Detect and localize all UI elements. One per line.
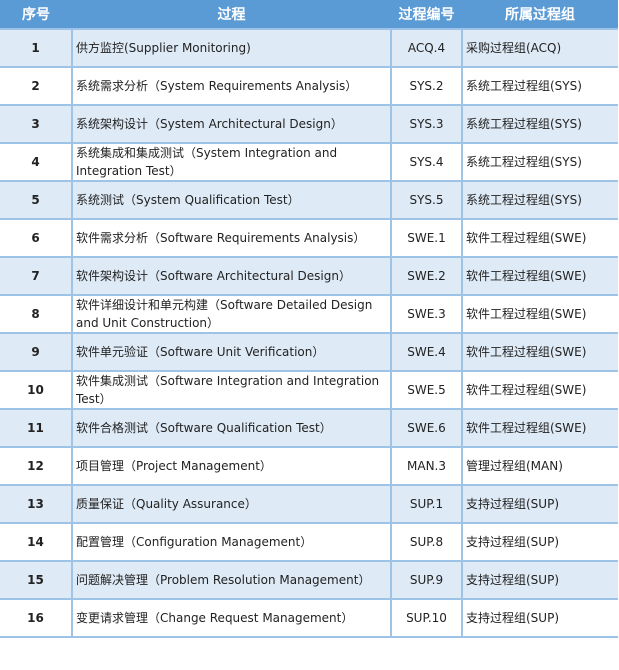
process-name: 项目管理（Project Management） [71,446,392,486]
process-code: SYS.3 [390,104,463,144]
process-group: 软件工程过程组(SWE) [461,408,618,448]
table-row: 2 系统需求分析（System Requirements Analysis） SYS… [0,66,618,106]
process-code: MAN.3 [390,446,463,486]
process-group: 系统工程过程组(SYS) [461,142,618,182]
process-code: SWE.4 [390,332,463,372]
process-name: 供方监控(Supplier Monitoring) [71,28,392,68]
process-name: 系统测试（System Qualification Test） [71,180,392,220]
process-name: 系统需求分析（System Requirements Analysis） [71,66,392,106]
process-table: 序号 过程 过程编号 所属过程组 1 供方监控(Supplier Monitori… [0,0,618,638]
process-name: 变更请求管理（Change Request Management） [71,598,392,638]
row-number: 4 [0,142,73,182]
process-code: SWE.5 [390,370,463,410]
process-group: 软件工程过程组(SWE) [461,256,618,296]
table-row: 7 软件架构设计（Software Architectural Design） SW… [0,256,618,296]
process-name: 软件详细设计和单元构建（Software Detailed Design and… [71,294,392,334]
process-code: SWE.3 [390,294,463,334]
header-row: 序号 过程 过程编号 所属过程组 [0,0,618,29]
process-name: 配置管理（Configuration Management） [71,522,392,562]
process-code: SUP.10 [390,598,463,638]
process-code: SWE.1 [390,218,463,258]
header-process: 过程 [72,0,391,29]
process-name: 软件需求分析（Software Requirements Analysis） [71,218,392,258]
process-code: SUP.1 [390,484,463,524]
process-code: SYS.5 [390,180,463,220]
process-name: 软件单元验证（Software Unit Verification） [71,332,392,372]
table-row: 14 配置管理（Configuration Management） SUP.8 支持过… [0,522,618,562]
process-code: SWE.2 [390,256,463,296]
process-name: 问题解决管理（Problem Resolution Management） [71,560,392,600]
process-code: SWE.6 [390,408,463,448]
process-name: 系统架构设计（System Architectural Design） [71,104,392,144]
row-number: 11 [0,408,73,448]
table-row: 6 软件需求分析（Software Requirements Analysis） S… [0,218,618,258]
row-number: 9 [0,332,73,372]
process-name: 质量保证（Quality Assurance） [71,484,392,524]
row-number: 2 [0,66,73,106]
process-name: 软件集成测试（Software Integration and Integrat… [71,370,392,410]
process-group: 支持过程组(SUP) [461,484,618,524]
row-number: 6 [0,218,73,258]
table-row: 12 项目管理（Project Management） MAN.3 管理过程组(MAN… [0,446,618,486]
row-number: 15 [0,560,73,600]
header-no: 序号 [0,0,72,29]
table-row: 13 质量保证（Quality Assurance） SUP.1 支持过程组(SUP) [0,484,618,524]
process-code: SUP.8 [390,522,463,562]
process-group: 采购过程组(ACQ) [461,28,618,68]
row-number: 8 [0,294,73,334]
process-code: SYS.2 [390,66,463,106]
process-group: 支持过程组(SUP) [461,522,618,562]
table-row: 15 问题解决管理（Problem Resolution Management） S… [0,560,618,600]
table-row: 1 供方监控(Supplier Monitoring) ACQ.4 采购过程组(ACQ… [0,28,618,68]
row-number: 12 [0,446,73,486]
process-name: 软件合格测试（Software Qualification Test） [71,408,392,448]
header-code: 过程编号 [391,0,462,29]
process-group: 管理过程组(MAN) [461,446,618,486]
table-row: 10 软件集成测试（Software Integration and Integr… [0,370,618,410]
table-row: 11 软件合格测试（Software Qualification Test） SWE… [0,408,618,448]
process-group: 支持过程组(SUP) [461,560,618,600]
process-name: 系统集成和集成测试（System Integration and Integra… [71,142,392,182]
process-group: 软件工程过程组(SWE) [461,218,618,258]
row-number: 14 [0,522,73,562]
header-group: 所属过程组 [462,0,618,29]
process-code: SYS.4 [390,142,463,182]
table-row: 8 软件详细设计和单元构建（Software Detailed Design an… [0,294,618,334]
process-name: 软件架构设计（Software Architectural Design） [71,256,392,296]
process-group: 软件工程过程组(SWE) [461,370,618,410]
table-row: 3 系统架构设计（System Architectural Design） SYS.… [0,104,618,144]
process-group: 系统工程过程组(SYS) [461,180,618,220]
row-number: 7 [0,256,73,296]
process-group: 软件工程过程组(SWE) [461,294,618,334]
row-number: 3 [0,104,73,144]
process-group: 支持过程组(SUP) [461,598,618,638]
row-number: 10 [0,370,73,410]
table-row: 16 变更请求管理（Change Request Management） SUP.1… [0,598,618,638]
process-code: ACQ.4 [390,28,463,68]
row-number: 13 [0,484,73,524]
row-number: 16 [0,598,73,638]
process-code: SUP.9 [390,560,463,600]
process-group: 系统工程过程组(SYS) [461,104,618,144]
table-row: 9 软件单元验证（Software Unit Verification） SWE.4… [0,332,618,372]
table-row: 5 系统测试（System Qualification Test） SYS.5 系统工… [0,180,618,220]
process-group: 软件工程过程组(SWE) [461,332,618,372]
row-number: 5 [0,180,73,220]
table-row: 4 系统集成和集成测试（System Integration and Integr… [0,142,618,182]
process-group: 系统工程过程组(SYS) [461,66,618,106]
row-number: 1 [0,28,73,68]
